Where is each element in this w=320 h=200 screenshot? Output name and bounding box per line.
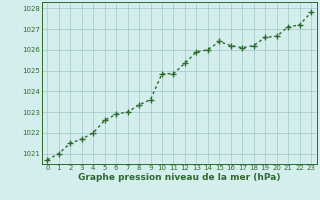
X-axis label: Graphe pression niveau de la mer (hPa): Graphe pression niveau de la mer (hPa) xyxy=(78,173,280,182)
